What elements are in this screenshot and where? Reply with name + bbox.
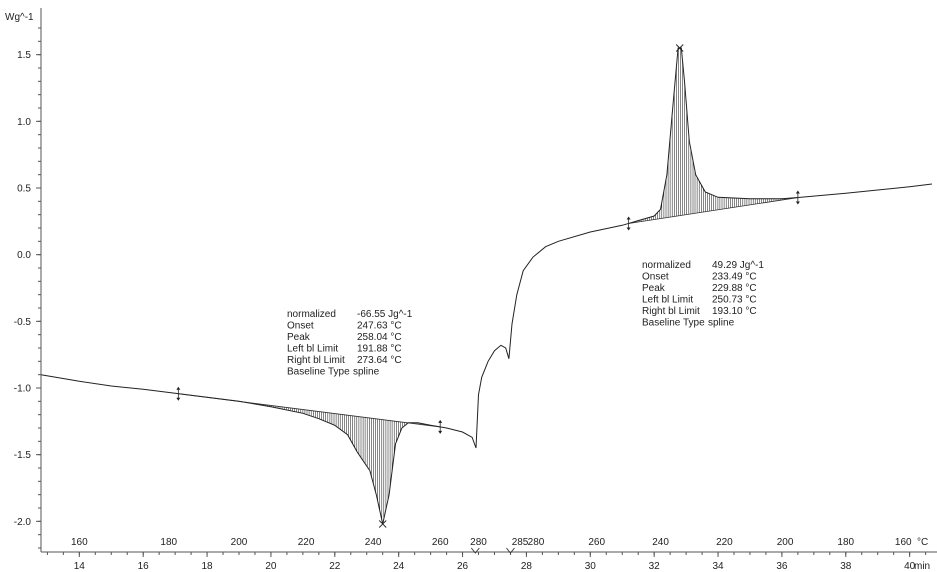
y-tick-label: -2.0 — [14, 517, 32, 528]
y-axis-label: Wg^-1 — [5, 12, 34, 23]
peak-marker-icon — [378, 520, 387, 528]
temperature-tick-label: 220 — [716, 537, 733, 548]
annotation-label: Right bl Limit — [642, 306, 700, 317]
baseline-2 — [628, 197, 798, 224]
y-tick-label: -0.5 — [14, 317, 32, 328]
curve-layer — [40, 47, 933, 525]
temperature-tick-label: 200 — [231, 537, 248, 548]
annotation-value: 247.63 °C — [357, 321, 402, 332]
dsc-curve — [40, 47, 933, 525]
annotation-label: Left bl Limit — [287, 344, 338, 355]
y-tick-label: -1.5 — [14, 450, 32, 461]
annotation-label: Left bl Limit — [642, 295, 693, 306]
time-tick-label: 40 — [904, 561, 916, 572]
annotation-value: 193.10 °C — [712, 306, 757, 317]
temperature-tick-label: 220 — [298, 537, 315, 548]
temperature-tick-label: 160 — [895, 537, 912, 548]
temperature-axis-ticks: 160 180 200 220 240 260 280 285 280 260 240 220 200 1… — [71, 537, 912, 554]
annotation-label: Right bl Limit — [287, 355, 345, 366]
time-tick-label: 36 — [776, 561, 788, 572]
y-tick-label: 1.0 — [17, 117, 31, 128]
limit-marker-icon — [176, 386, 181, 401]
time-tick-label: 16 — [138, 561, 150, 572]
limit-marker-icon — [438, 419, 443, 434]
temperature-tick-label: 180 — [160, 537, 177, 548]
peak-annotation-exothermic: normalized 49.29 Jg^-1 Onset 233.49 °C Peak 2… — [642, 260, 764, 329]
limit-marker-icon — [795, 190, 800, 205]
annotation-label: Baseline Type — [287, 367, 350, 378]
annotation-label: Onset — [287, 321, 314, 332]
time-axis-unit: min — [914, 561, 930, 572]
peak-marker-icon — [675, 44, 684, 52]
time-tick-label: 26 — [457, 561, 469, 572]
annotation-value: 250.73 °C — [712, 295, 757, 306]
annotation-value: 229.88 °C — [712, 283, 757, 294]
annotation-value: 258.04 °C — [357, 332, 402, 343]
annotation-value: spline — [353, 367, 380, 378]
annotation-value: 49.29 Jg^-1 — [712, 260, 764, 271]
segment-marker-icon — [470, 547, 480, 554]
time-tick-label: 28 — [521, 561, 533, 572]
temperature-tick-label: 240 — [652, 537, 669, 548]
annotation-value: spline — [708, 318, 735, 329]
y-tick-label: 0.5 — [17, 184, 31, 195]
time-tick-label: 30 — [585, 561, 597, 572]
temperature-tick-label: 160 — [71, 537, 88, 548]
time-tick-label: 34 — [712, 561, 724, 572]
temperature-tick-label: 240 — [365, 537, 382, 548]
annotation-value: 233.49 °C — [712, 272, 757, 283]
time-tick-label: 14 — [74, 561, 86, 572]
annotation-label: normalized — [287, 309, 336, 320]
time-tick-label: 32 — [649, 561, 661, 572]
y-tick-label: 1.5 — [17, 50, 31, 61]
time-tick-label: 24 — [393, 561, 405, 572]
annotation-value: 191.88 °C — [357, 344, 402, 355]
annotation-label: normalized — [642, 260, 691, 271]
temperature-axis-unit: °C — [917, 537, 928, 548]
temperature-tick-label: 260 — [432, 537, 449, 548]
temperature-tick-label: 280 — [528, 537, 545, 548]
time-tick-label: 18 — [202, 561, 214, 572]
hatch-layer — [178, 48, 798, 520]
annotation-value: 273.64 °C — [357, 355, 402, 366]
markers — [176, 44, 800, 528]
time-tick-label: 20 — [265, 561, 277, 572]
temperature-tick-label: 285 — [512, 537, 529, 548]
segment-marker-icon — [506, 547, 515, 554]
limit-marker-icon — [626, 216, 631, 231]
annotation-label: Peak — [287, 332, 311, 343]
time-tick-label: 38 — [840, 561, 852, 572]
annotation-label: Onset — [642, 272, 669, 283]
temperature-tick-label: 260 — [588, 537, 605, 548]
time-tick-label: 22 — [329, 561, 341, 572]
annotation-label: Peak — [642, 283, 666, 294]
temperature-tick-label: 280 — [470, 537, 487, 548]
temperature-tick-label: 180 — [837, 537, 854, 548]
time-axis-ticks: 14 16 18 20 22 24 26 28 30 32 34 36 38 40 — [46, 552, 927, 572]
annotation-value: -66.55 Jg^-1 — [357, 309, 413, 320]
y-ticks: 1.5 1.0 0.5 0.0 -0.5 -1.0 -1.5 -2.0 — [14, 27, 41, 549]
y-tick-label: 0.0 — [17, 250, 31, 261]
annotation-label: Baseline Type — [642, 318, 705, 329]
temperature-tick-label: 200 — [777, 537, 794, 548]
y-tick-label: -1.0 — [14, 384, 32, 395]
peak-annotation-endothermic: normalized -66.55 Jg^-1 Onset 247.63 °C Peak… — [287, 309, 413, 378]
